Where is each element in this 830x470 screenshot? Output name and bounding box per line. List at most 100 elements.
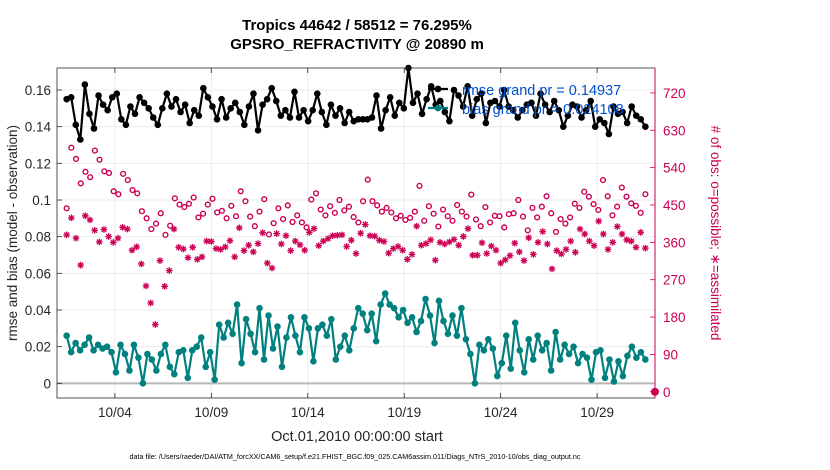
possible-obs-point <box>265 231 273 238</box>
rmse-point <box>632 112 640 119</box>
bias-point <box>579 350 586 358</box>
bias-point <box>67 348 75 356</box>
rmse-point <box>400 105 408 112</box>
possible-obs-point <box>590 201 597 208</box>
bias-point <box>76 347 84 354</box>
bias-point <box>242 315 250 323</box>
bias-point <box>350 325 358 332</box>
possible-obs-point <box>548 210 555 217</box>
possible-obs-point <box>463 213 470 220</box>
bias-point <box>153 367 160 374</box>
assimilated-obs-point <box>245 241 252 249</box>
assimilated-obs-point <box>520 257 528 264</box>
bias-point <box>386 301 393 308</box>
rmse-point <box>468 112 476 119</box>
possible-obs-point <box>129 186 136 194</box>
rmse-point <box>591 123 599 130</box>
rmse-point <box>177 108 184 116</box>
rmse-point <box>291 88 298 96</box>
assimilated-obs-point <box>595 217 602 225</box>
y-axis-left-label: rmse and bias (model - observation) <box>5 125 20 341</box>
rmse-point <box>541 101 549 108</box>
rmse-point <box>532 112 540 119</box>
possible-obs-point <box>242 198 249 205</box>
possible-obs-point <box>374 202 381 209</box>
possible-obs-point <box>223 215 230 222</box>
rmse-point <box>332 112 339 119</box>
rmse-point <box>642 123 649 130</box>
bias-point <box>458 304 465 312</box>
y-right-tick-label: 90 <box>663 347 678 362</box>
bias-point <box>323 332 331 339</box>
assimilated-obs-point <box>422 240 430 247</box>
rmse-point <box>386 94 394 101</box>
bias-point <box>184 374 192 382</box>
bias-point <box>319 321 326 328</box>
rmse-point <box>236 108 244 116</box>
possible-obs-point <box>284 202 291 209</box>
rmse-point <box>268 84 275 92</box>
bias-point <box>633 354 640 361</box>
assimilated-obs-point <box>348 236 355 244</box>
y-left-tick-label: 0.04 <box>25 303 52 318</box>
assimilated-obs-point <box>161 283 168 290</box>
rmse-point <box>77 136 84 143</box>
rmse-point <box>227 105 234 112</box>
bias-point <box>247 330 254 338</box>
rmse-point <box>81 81 89 88</box>
bias-point <box>520 369 528 376</box>
rmse-point <box>67 94 75 101</box>
rmse-point <box>455 92 462 99</box>
bias-point <box>485 336 492 343</box>
bias-point <box>166 363 174 371</box>
rmse-point <box>619 108 626 116</box>
plot-area <box>56 64 659 399</box>
bias-point <box>556 356 564 363</box>
assimilated-obs-point <box>385 249 392 257</box>
possible-obs-point <box>501 224 508 231</box>
rmse-point <box>491 97 499 105</box>
assimilated-obs-point <box>217 246 224 253</box>
bias-point <box>552 328 559 336</box>
rmse-point <box>127 103 134 110</box>
bias-point <box>462 336 470 343</box>
bias-point <box>619 372 627 380</box>
possible-obs-point <box>294 212 301 219</box>
axes: 10/04 10/09 10/14 10/19 10/24 10/29 0 0.02 0.04 0… <box>25 68 686 420</box>
bias-point <box>390 304 398 312</box>
bias-point <box>408 314 416 321</box>
rmse-point <box>519 106 526 114</box>
possible-obs-point <box>138 208 146 215</box>
x-tick-label: 10/09 <box>194 405 228 420</box>
y-left-tick-label: 0.06 <box>25 266 51 281</box>
possible-obs-point <box>538 203 545 210</box>
possible-obs-point <box>566 214 574 221</box>
bias-point <box>274 323 281 330</box>
possible-obs-point <box>477 223 484 230</box>
bias-point <box>341 332 349 339</box>
bias-point <box>467 350 474 358</box>
rmse-point <box>414 90 421 97</box>
possible-obs-point <box>628 200 635 207</box>
assimilated-obs-point <box>306 229 313 236</box>
assimilated-obs-point <box>371 232 378 240</box>
rmse-point <box>437 97 444 105</box>
assimilated-obs-point <box>478 239 486 247</box>
rmse-point <box>345 108 353 116</box>
bias-point <box>565 350 573 358</box>
possible-obs-point <box>279 215 287 223</box>
rmse-point <box>90 125 98 132</box>
bias-point <box>117 341 124 349</box>
rmse-point <box>354 116 362 123</box>
rmse-point <box>304 117 312 125</box>
possible-obs-point <box>345 203 353 210</box>
rmse-point <box>204 94 212 101</box>
bias-point <box>440 317 447 325</box>
bias-point <box>283 334 290 341</box>
bias-point <box>229 330 236 338</box>
bias-point <box>511 319 519 327</box>
assimilated-obs-point <box>362 221 369 228</box>
possible-obs-point <box>458 208 465 215</box>
assimilated-obs-point <box>483 250 490 257</box>
rmse-point <box>295 114 303 121</box>
